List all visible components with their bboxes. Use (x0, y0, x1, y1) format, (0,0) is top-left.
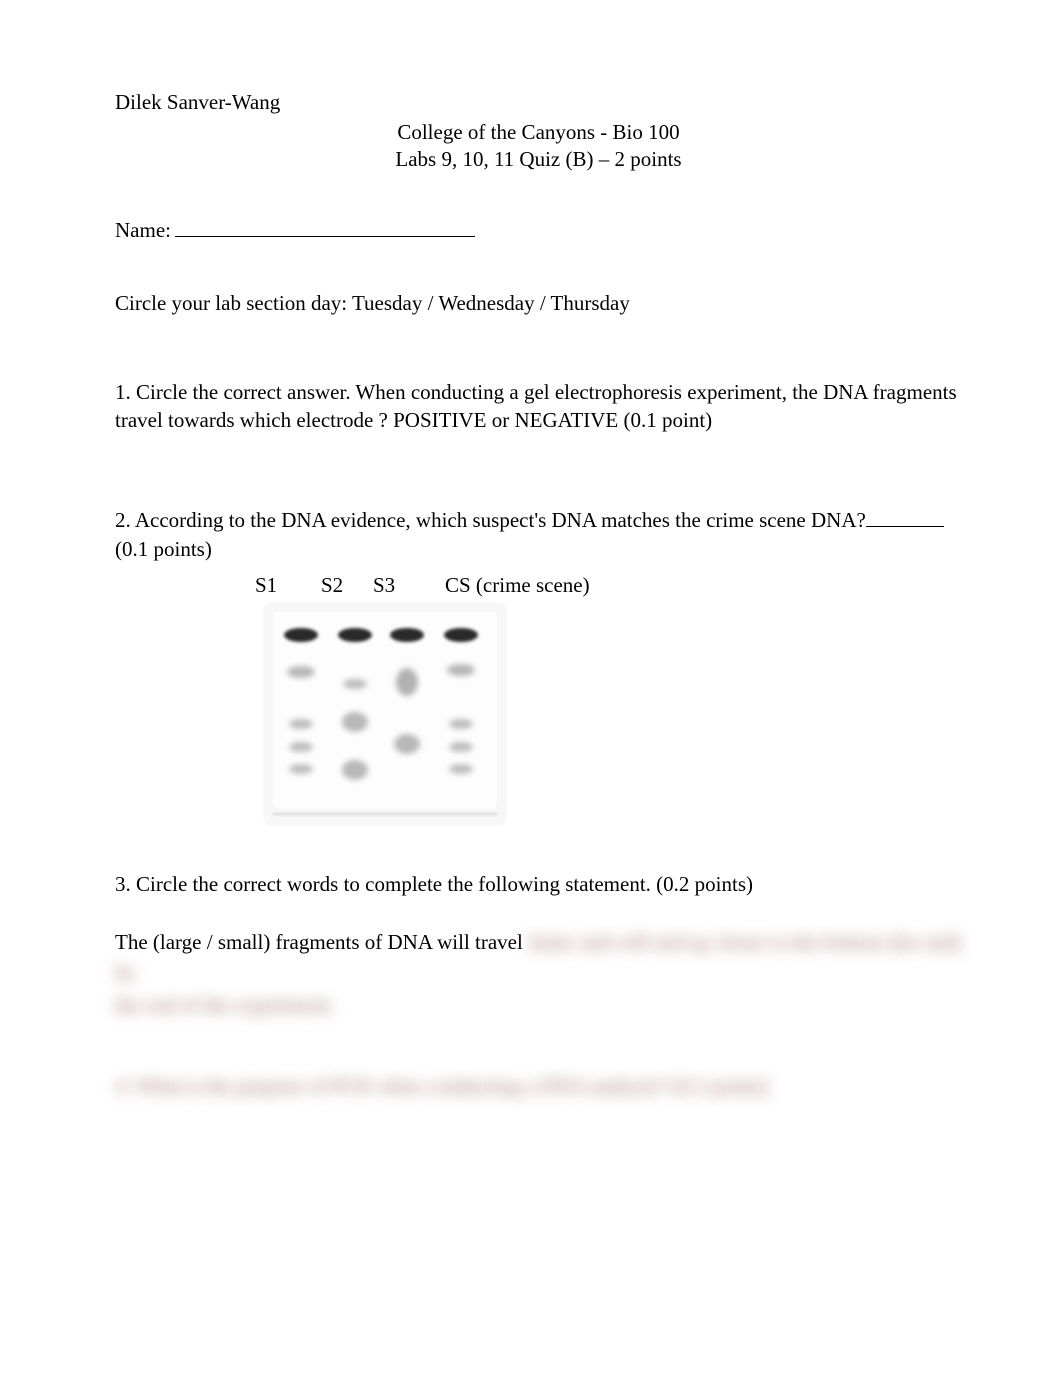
lane-label-s3: S3 (373, 573, 445, 598)
author-name: Dilek Sanver-Wang (115, 90, 962, 115)
gel-band (444, 628, 478, 642)
gel-band (447, 664, 475, 676)
answer-blank-line[interactable] (866, 506, 944, 527)
name-field-row: Name: (115, 216, 962, 243)
question-2: 2. According to the DNA evidence, which … (115, 506, 962, 563)
question-2-text: 2. According to the DNA evidence, which … (115, 508, 866, 532)
gel-band (396, 668, 418, 696)
gel-band (289, 764, 313, 774)
gel-band (284, 628, 318, 642)
gel-band (449, 742, 473, 752)
q3-visible-text: The (large / small) fragments of DNA wil… (115, 930, 523, 954)
header-line-2: Labs 9, 10, 11 Quiz (B) – 2 points (265, 146, 812, 173)
gel-electrophoresis-image (265, 604, 505, 824)
gel-band (342, 760, 368, 780)
gel-band (449, 719, 473, 729)
name-blank-line[interactable] (175, 216, 475, 237)
lane-label-s1: S1 (255, 573, 321, 598)
gel-band (287, 666, 315, 678)
gel-bottom-edge (273, 813, 497, 816)
gel-lane-labels: S1 S2 S3 CS (crime scene) (255, 573, 962, 598)
gel-band (338, 628, 372, 642)
question-4-blurred: 4. What is the purpose of PCR when condu… (115, 1074, 962, 1099)
question-3-statement: The (large / small) fragments of DNA wil… (115, 928, 962, 1020)
q3-blurred-line2: the end of the experiment. (115, 991, 962, 1020)
lane-label-cs: CS (crime scene) (445, 573, 590, 598)
page-header: College of the Canyons - Bio 100 Labs 9,… (265, 119, 812, 174)
gel-band (449, 764, 473, 774)
question-2-points: (0.1 points) (115, 535, 962, 563)
question-1: 1. Circle the correct answer. When condu… (115, 378, 962, 435)
gel-band (289, 719, 313, 729)
gel-band (342, 712, 368, 732)
question-3-intro: 3. Circle the correct words to complete … (115, 870, 962, 898)
gel-band (390, 628, 424, 642)
gel-band (343, 679, 367, 689)
gel-band (289, 742, 313, 752)
name-label: Name: (115, 218, 171, 243)
lane-label-s2: S2 (321, 573, 373, 598)
header-line-1: College of the Canyons - Bio 100 (265, 119, 812, 146)
gel-band (394, 734, 420, 754)
section-day-instruction: Circle your lab section day: Tuesday / W… (115, 291, 962, 316)
